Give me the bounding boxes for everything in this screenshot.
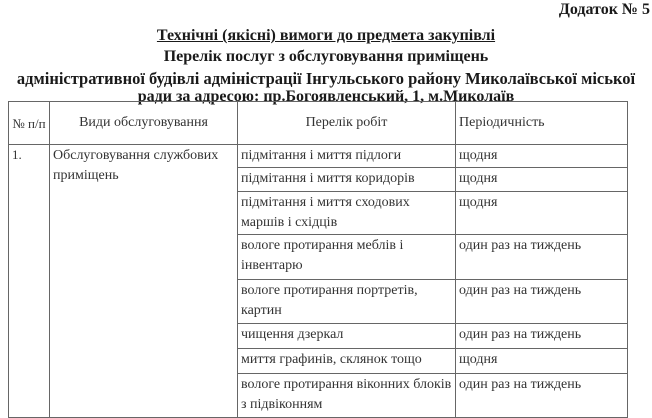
work-period: щодня	[455, 167, 628, 192]
subtitle-line-1: Перелік послуг з обслуговування приміщен…	[163, 48, 489, 65]
subtitle-line-3: ради за адресою: пр.Богоявленський, 1, м…	[137, 88, 515, 105]
table-row: вологе протирання віконних блоків з підв…	[9, 373, 628, 418]
services-table: № п/п Види обслуговування Перелік робіт …	[8, 101, 628, 418]
table-row: підмітання і миття сходових маршів і схі…	[9, 191, 628, 235]
work-item: вологе протирання портретів, картин	[237, 279, 456, 324]
table-row: підмітання і миття коридорів щодня	[9, 167, 628, 192]
table-row: вологе протирання меблів і інвентарю один…	[9, 234, 628, 280]
table-header-row: № п/п Види обслуговування Перелік робіт …	[8, 101, 628, 145]
table-row: 1. Обслуговування службових приміщень підм…	[8, 144, 628, 418]
header-service-type: Види обслуговування	[49, 101, 238, 145]
work-period: один раз на тиждень	[455, 234, 628, 280]
document-title-text: Технічні (якісні) вимоги до предмета зак…	[156, 27, 496, 44]
work-period: щодня	[455, 144, 628, 168]
annex-label: Додаток № 5	[558, 1, 650, 18]
work-item: підмітання і миття коридорів	[237, 167, 456, 192]
table-row: чищення дзеркал один раз на тиждень	[9, 323, 628, 349]
header-works: Перелік робіт	[237, 101, 456, 145]
work-item: чищення дзеркал	[237, 323, 456, 349]
work-period: один раз на тиждень	[455, 279, 628, 324]
row-number: 1.	[8, 144, 50, 418]
service-type: Обслуговування службових приміщень	[49, 144, 238, 418]
work-item: підмітання і миття сходових маршів і схі…	[237, 191, 456, 235]
work-period: щодня	[455, 348, 628, 374]
work-item: вологе протирання меблів і інвентарю	[237, 234, 456, 280]
work-item: вологе протирання віконних блоків з підв…	[237, 373, 456, 418]
work-period: один раз на тиждень	[455, 373, 628, 418]
work-period: один раз на тиждень	[455, 323, 628, 349]
work-item: миття графинів, склянок тощо	[237, 348, 456, 374]
subtitle-line-2: адміністративної будівлі адміністрації І…	[16, 69, 636, 88]
table-row: миття графинів, склянок тощо щодня	[9, 348, 628, 374]
work-item: підмітання і миття підлоги	[237, 144, 456, 168]
work-period: щодня	[455, 191, 628, 235]
document-title: Технічні (якісні) вимоги до предмета зак…	[0, 27, 652, 45]
header-period: Періодичність	[455, 101, 628, 145]
table-row: вологе протирання портретів, картин один …	[9, 279, 628, 324]
header-number: № п/п	[8, 101, 50, 145]
